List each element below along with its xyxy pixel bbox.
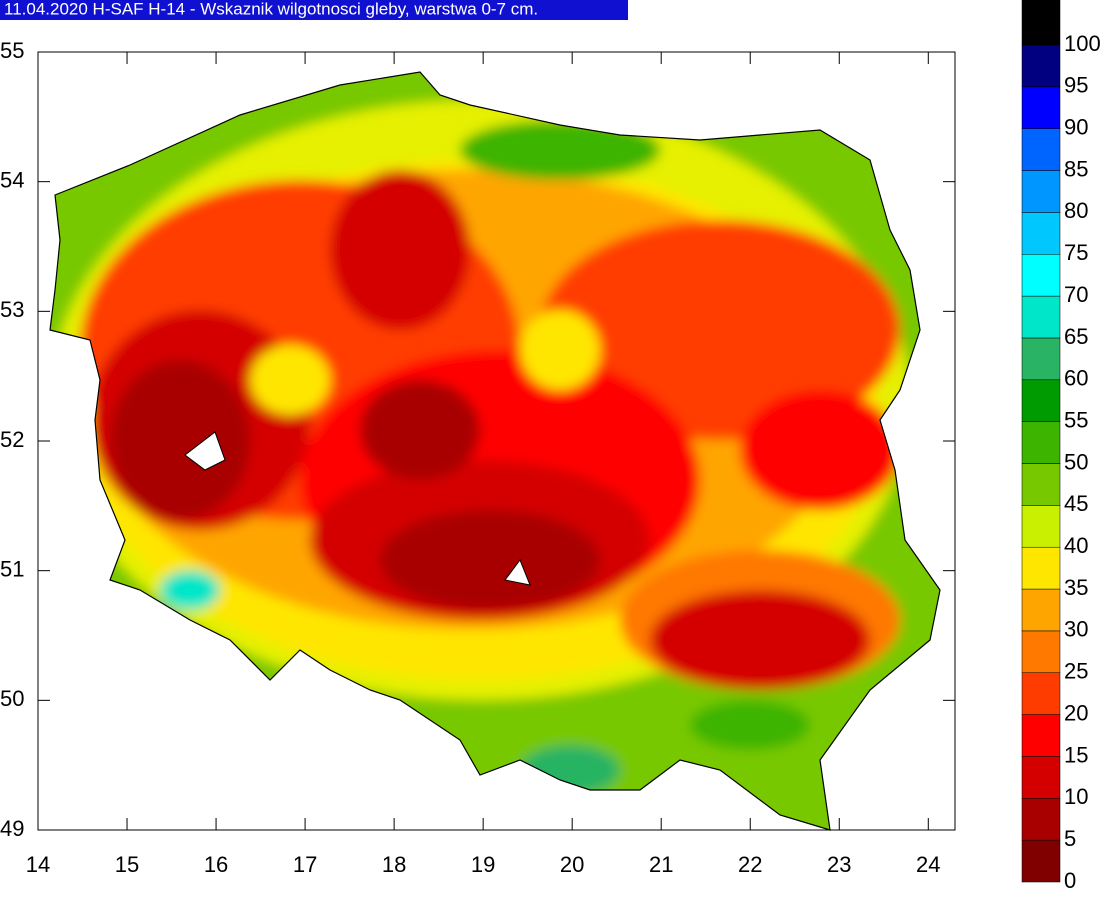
colorbar-label: 45 <box>1064 491 1088 516</box>
colorbar-bin <box>1021 0 1061 46</box>
colorbar-label: 70 <box>1064 282 1088 307</box>
colorbar-bin <box>1021 86 1061 129</box>
x-tick-label: 17 <box>293 852 317 877</box>
colorbar-bin <box>1021 630 1061 674</box>
colorbar-label: 40 <box>1064 533 1088 558</box>
colorbar-bin <box>1021 379 1061 422</box>
x-tick-label: 18 <box>382 852 406 877</box>
colorbar-bin <box>1021 254 1061 297</box>
colorbar-label: 5 <box>1064 826 1076 851</box>
colorbar-bin <box>1021 505 1061 548</box>
colorbar-label: 55 <box>1064 407 1088 432</box>
colorbar-label: 60 <box>1064 366 1088 391</box>
colorbar-label: 90 <box>1064 115 1088 140</box>
country-border <box>49 71 941 831</box>
title: 11.04.2020 H-SAF H-14 - Wskaznik wilgotn… <box>4 0 538 18</box>
x-tick-label: 23 <box>827 852 851 877</box>
y-tick-label: 51 <box>0 556 24 581</box>
colorbar-bin <box>1021 212 1061 255</box>
colorbar-bin <box>1021 463 1061 506</box>
y-tick-label: 50 <box>0 686 24 711</box>
colorbar-label: 50 <box>1064 449 1088 474</box>
colorbar-bin <box>1021 170 1061 213</box>
colorbar-bin <box>1021 798 1061 841</box>
soil-moisture-field <box>50 72 940 830</box>
no-data-area <box>184 431 531 586</box>
colorbar-label: 75 <box>1064 240 1088 265</box>
colorbar-label: 35 <box>1064 575 1088 600</box>
colorbar-label: 15 <box>1064 742 1088 767</box>
title-background <box>0 0 628 20</box>
colorbar-bin <box>1021 839 1061 883</box>
colorbar-bin <box>1021 128 1061 171</box>
x-tick-label: 19 <box>471 852 495 877</box>
colorbar-bin <box>1021 44 1061 88</box>
y-tick-label: 53 <box>0 297 24 322</box>
colorbar-label: 80 <box>1064 198 1088 223</box>
colorbar-bin <box>1021 714 1061 757</box>
colorbar-bin <box>1021 295 1061 339</box>
colorbar-label: 65 <box>1064 324 1088 349</box>
colorbar-bin <box>1021 588 1061 632</box>
x-tick-label: 21 <box>649 852 673 877</box>
x-tick-label: 16 <box>204 852 228 877</box>
x-tick-label: 20 <box>560 852 584 877</box>
y-tick-label: 55 <box>0 38 24 63</box>
colorbar-label: 20 <box>1064 700 1088 725</box>
colorbar-label: 85 <box>1064 156 1088 181</box>
colorbar-bin <box>1021 337 1061 381</box>
colorbar-label: 95 <box>1064 73 1088 98</box>
colorbar-label: 30 <box>1064 617 1088 642</box>
y-tick-label: 52 <box>0 427 24 452</box>
y-tick-label: 49 <box>0 816 24 841</box>
colorbar-bin <box>1021 421 1061 464</box>
x-tick-label: 14 <box>26 852 50 877</box>
x-tick-label: 24 <box>916 852 940 877</box>
colorbar-label: 25 <box>1064 659 1088 684</box>
colorbar-label: 10 <box>1064 784 1088 809</box>
colorbar-bin <box>1021 756 1061 799</box>
x-tick-label: 22 <box>738 852 762 877</box>
x-tick-label: 15 <box>115 852 139 877</box>
colorbar-bin <box>1021 546 1061 590</box>
colorbar-bin <box>1021 672 1061 715</box>
colorbar-label: 0 <box>1064 868 1076 893</box>
y-tick-label: 54 <box>0 167 24 192</box>
colorbar-label: 100 <box>1064 31 1100 56</box>
